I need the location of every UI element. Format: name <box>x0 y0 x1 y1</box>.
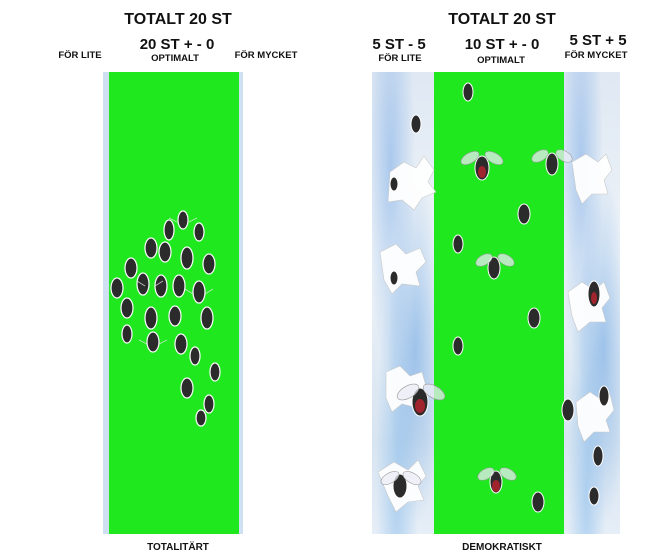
right-too-much-label: FÖR MYCKET <box>564 50 628 61</box>
right-optimal-count: 10 ST + - 0 <box>464 36 540 53</box>
right-flowers <box>377 153 615 513</box>
right-too-few-count: 5 ST - 5 <box>372 36 426 53</box>
right-insects <box>380 82 610 513</box>
left-too-few-zone <box>103 72 109 534</box>
right-total-heading: TOTALT 20 ST <box>448 11 556 28</box>
left-too-much-label: FÖR MYCKET <box>234 50 298 61</box>
left-optimal-count: 20 ST + - 0 <box>139 36 215 53</box>
right-optimal-label: OPTIMALT <box>477 55 525 66</box>
left-too-much-zone <box>239 72 243 534</box>
right-optimal-zone <box>434 72 564 534</box>
left-caption: TOTALITÄRT <box>147 542 209 553</box>
right-too-few-zone <box>372 72 434 534</box>
right-caption: DEMOKRATISKT <box>462 542 542 553</box>
left-optimal-label: OPTIMALT <box>151 53 199 64</box>
right-too-much-count: 5 ST + 5 <box>569 32 627 49</box>
left-insect-cluster <box>110 210 221 427</box>
left-panel <box>103 72 243 534</box>
left-total-heading: TOTALT 20 ST <box>124 11 232 28</box>
right-too-few-label: FÖR LITE <box>378 53 422 64</box>
right-panel <box>372 72 620 534</box>
left-too-few-label: FÖR LITE <box>58 50 102 61</box>
